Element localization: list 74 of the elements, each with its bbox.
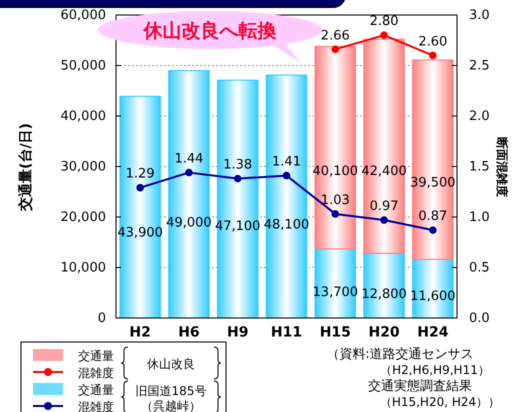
data-label: 42,400 <box>361 164 407 179</box>
data-label: 40,100 <box>312 164 358 179</box>
data-label: 39,500 <box>410 176 456 191</box>
y2-tick-label: 2.5 <box>469 58 490 74</box>
x-tick-label: H15 <box>320 324 351 340</box>
x-tick-label: H6 <box>178 324 200 340</box>
data-label: 43,900 <box>117 226 163 241</box>
legend-label: 混雑度 <box>78 366 114 380</box>
y-tick-label: 60,000 <box>60 8 106 24</box>
text: （H15,H20, H24）） <box>380 395 500 409</box>
y2-tick-label: 3.0 <box>469 8 490 24</box>
bar <box>363 252 405 318</box>
y-tick-label: 40,000 <box>60 109 106 124</box>
y2-tick-label: 0.5 <box>469 260 490 276</box>
point <box>380 216 388 224</box>
data-label: 0.87 <box>418 209 448 224</box>
text: 旧国道185号 <box>136 384 206 398</box>
data-label: 48,100 <box>264 217 310 232</box>
data-label: 1.44 <box>174 152 204 167</box>
data-label: 1.41 <box>272 154 301 170</box>
point <box>429 52 437 60</box>
data-label: 2.66 <box>320 28 350 44</box>
y-tick-label: 0 <box>98 311 106 326</box>
y-tick-label: 10,000 <box>60 260 106 276</box>
bar <box>216 80 258 318</box>
x-tick-label: H11 <box>270 324 302 340</box>
point <box>332 46 340 54</box>
data-label: 47,100 <box>214 219 260 234</box>
x-tick-label: H20 <box>368 324 400 340</box>
data-label: 2.60 <box>418 34 448 50</box>
bar <box>168 70 210 318</box>
text: 休山改良 <box>147 357 195 371</box>
y2-tick-label: 0.0 <box>469 311 490 326</box>
bar <box>412 59 454 260</box>
point <box>136 184 144 192</box>
bar <box>266 74 308 318</box>
point <box>234 174 242 182</box>
x-tick-label: H2 <box>129 324 151 340</box>
text: （資料:道路交通センサス <box>326 346 474 362</box>
y-tick-label: 30,000 <box>60 160 106 175</box>
bar <box>412 258 454 318</box>
data-label: 12,800 <box>361 286 407 302</box>
point <box>282 172 290 180</box>
data-label: 1.38 <box>223 158 252 173</box>
bar <box>314 248 356 318</box>
data-label: 13,700 <box>312 285 358 300</box>
legend-label: 交通量 <box>78 383 114 397</box>
legend-label: 交通量 <box>78 349 114 363</box>
point <box>332 210 340 218</box>
y2-tick-label: 1.5 <box>469 160 490 175</box>
y-axis-title: 交通量(台/日) <box>17 123 34 212</box>
y-tick-label: 50,000 <box>60 58 106 74</box>
data-label: 2.80 <box>370 14 399 30</box>
data-label: 0.97 <box>370 199 399 214</box>
point <box>185 168 193 176</box>
data-label: 1.03 <box>320 192 350 208</box>
x-tick-label: H9 <box>226 324 248 340</box>
point <box>429 226 437 234</box>
text: （H2,H6,H9,H11） <box>380 363 490 377</box>
annotation: 休山改良へ転換 <box>142 20 278 42</box>
x-tick-label: H24 <box>417 324 449 340</box>
bar <box>119 96 161 318</box>
y2-axis-title: 断面混雑度 <box>495 137 509 197</box>
y2-tick-label: 1.0 <box>469 210 490 226</box>
text: （呉越峠） <box>141 399 201 412</box>
text: 交通実態調査結果 <box>368 378 472 394</box>
data-label: 1.29 <box>126 166 155 182</box>
y2-tick-label: 2.0 <box>469 109 490 124</box>
y-tick-label: 20,000 <box>60 210 106 226</box>
point <box>380 31 388 39</box>
bar <box>363 38 405 254</box>
bar <box>314 46 356 250</box>
data-label: 49,000 <box>166 215 212 230</box>
data-label: 11,600 <box>410 289 456 304</box>
